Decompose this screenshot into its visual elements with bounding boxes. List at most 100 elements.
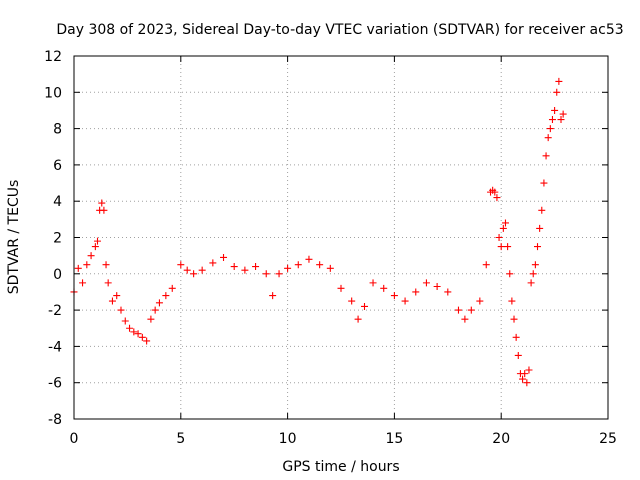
data-point <box>523 379 531 387</box>
data-point <box>360 302 368 310</box>
data-point <box>126 324 134 332</box>
data-point <box>461 315 469 323</box>
x-axis-label: GPS time / hours <box>282 459 399 475</box>
y-tick-label: -8 <box>48 412 62 428</box>
data-point <box>512 333 520 341</box>
data-point <box>284 264 292 272</box>
data-point <box>198 266 206 274</box>
x-tick-label: 0 <box>70 431 79 447</box>
data-point <box>521 370 529 378</box>
data-point <box>305 255 313 263</box>
data-point <box>262 270 270 278</box>
data-point <box>155 299 163 307</box>
data-point <box>143 337 151 345</box>
data-point <box>527 279 535 287</box>
data-point <box>476 297 484 305</box>
data-point <box>104 279 112 287</box>
x-tick-label: 10 <box>279 431 297 447</box>
data-point <box>504 243 512 251</box>
x-tick-label: 20 <box>492 431 510 447</box>
x-tick-label: 5 <box>176 431 185 447</box>
data-point <box>147 315 155 323</box>
data-point <box>538 206 546 214</box>
data-point <box>100 206 108 214</box>
data-point <box>241 266 249 274</box>
data-point <box>354 315 362 323</box>
data-point <box>444 288 452 296</box>
data-point <box>151 306 159 314</box>
data-point <box>316 261 324 269</box>
data-point <box>551 106 559 114</box>
data-point <box>98 199 106 207</box>
y-tick-label: 2 <box>53 231 62 247</box>
data-point <box>337 284 345 292</box>
data-point <box>102 261 110 269</box>
y-tick-label: 6 <box>53 158 62 174</box>
data-point <box>113 292 121 300</box>
data-point <box>508 297 516 305</box>
data-point <box>87 252 95 260</box>
data-point <box>510 315 518 323</box>
data-point <box>294 261 302 269</box>
y-tick-label: 0 <box>53 267 62 283</box>
data-point <box>544 134 552 142</box>
data-point <box>548 116 556 124</box>
data-point <box>497 243 505 251</box>
data-point <box>130 328 138 336</box>
data-point <box>519 375 527 383</box>
data-point <box>553 88 561 96</box>
data-point <box>121 317 129 325</box>
data-point <box>536 224 544 232</box>
data-point <box>525 366 533 374</box>
y-axis-label: SDTVAR / TECUs <box>6 180 22 295</box>
data-point <box>275 270 283 278</box>
data-point <box>252 263 260 271</box>
data-point <box>269 292 277 300</box>
data-point <box>499 224 507 232</box>
data-point <box>534 243 542 251</box>
data-point <box>559 110 567 118</box>
data-point <box>93 237 101 245</box>
data-point <box>168 284 176 292</box>
data-point <box>422 279 430 287</box>
data-point <box>433 283 441 291</box>
y-tick-label: 8 <box>53 122 62 138</box>
data-point <box>348 297 356 305</box>
data-points <box>70 77 567 387</box>
axis-ticks <box>73 55 609 420</box>
data-point <box>209 259 217 267</box>
data-point <box>501 219 509 227</box>
y-tick-label: 12 <box>44 49 62 65</box>
data-point <box>91 243 99 251</box>
y-tick-label: 10 <box>44 85 62 101</box>
x-tick-labels: 0 5 10 15 20 25 <box>70 431 617 447</box>
data-point <box>557 116 565 124</box>
data-point <box>369 279 377 287</box>
data-point <box>529 270 537 278</box>
grid-layer <box>74 56 608 419</box>
data-point <box>467 306 475 314</box>
data-point <box>177 261 185 269</box>
data-point <box>555 77 563 85</box>
data-point <box>514 351 522 359</box>
y-tick-label: -6 <box>48 376 62 392</box>
data-point <box>162 292 170 300</box>
data-point <box>546 125 554 133</box>
chart-title: Day 308 of 2023, Sidereal Day-to-day VTE… <box>56 22 623 38</box>
data-point <box>117 306 125 314</box>
y-tick-label: 4 <box>53 194 62 210</box>
data-point <box>134 330 142 338</box>
data-point <box>412 288 420 296</box>
y-tick-label: -4 <box>48 339 62 355</box>
data-point <box>491 188 499 196</box>
data-point <box>230 263 238 271</box>
y-tick-labels: -8 -6 -4 -2 0 2 4 6 8 10 12 <box>44 49 62 428</box>
data-point <box>326 264 334 272</box>
data-point <box>83 261 91 269</box>
data-point <box>183 266 191 274</box>
data-point <box>79 279 87 287</box>
data-point <box>454 306 462 314</box>
data-point <box>390 292 398 300</box>
data-point <box>542 152 550 160</box>
data-point <box>190 270 198 278</box>
